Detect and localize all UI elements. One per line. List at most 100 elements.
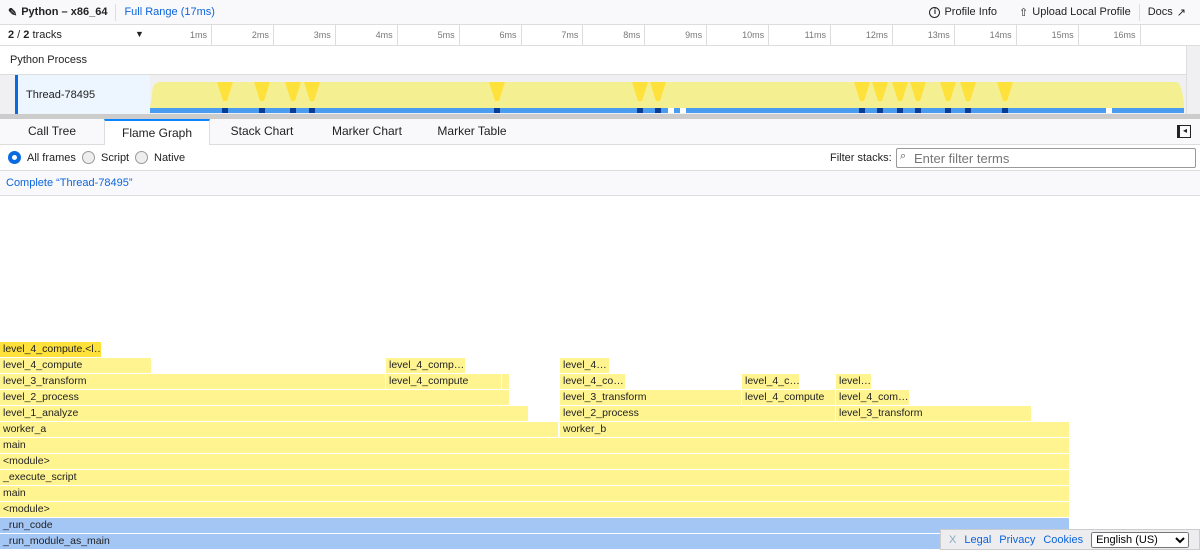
radio-all-frames[interactable] [8,151,21,164]
flame-frame[interactable]: <module> [0,454,1069,469]
tab-marker-table[interactable]: Marker Table [437,124,507,138]
filter-label: Filter stacks: [830,152,892,164]
search-icon: ⌕ [900,150,907,162]
flame-frame[interactable]: level_3_transform [560,390,741,405]
cpu-spike [650,82,666,101]
flame-frame[interactable]: <module> [0,502,1069,517]
thread-track[interactable]: Thread-78495 [0,75,1186,114]
flame-frame[interactable]: level_3_transform [836,406,1031,421]
flame-frame[interactable]: level… [836,374,871,389]
time-tick: 15ms [1017,25,1079,45]
tab-bar: Call Tree Flame Graph Stack Chart Marker… [0,119,1200,146]
time-tick: 8ms [583,25,646,45]
flame-frame[interactable]: level_4_com… [836,390,909,405]
cpu-spike [854,82,870,101]
flame-frame[interactable]: level_4_compute [386,374,501,389]
panel-splitter[interactable] [0,114,1200,119]
activity-graph[interactable] [150,75,1186,114]
tab-stack-chart[interactable]: Stack Chart [230,124,294,138]
flame-frame[interactable]: level_4_c… [742,374,799,389]
process-track[interactable]: Python Process [0,46,1186,75]
cpu-spike [632,82,648,101]
time-tick: 10ms [707,25,770,45]
top-bar: ✎ Python – x86_64 Full Range (17ms) i Prof… [0,0,1200,25]
cookies-link[interactable]: Cookies [1043,533,1084,546]
flame-frame[interactable]: _execute_script [0,470,1069,485]
time-tick: 1ms [150,25,212,45]
breadcrumb-root[interactable]: Complete “Thread-78495” [6,177,133,189]
info-icon: i [929,6,941,18]
flame-frame[interactable]: worker_a [0,422,558,437]
tracks-scrollbar[interactable] [1186,46,1200,114]
chevron-down-icon[interactable]: ▼ [135,29,144,39]
flame-graph[interactable]: _run_module_as_main _run_code <module> main… [0,196,1200,550]
radio-script[interactable] [82,151,95,164]
flame-frame[interactable]: worker_b [560,422,1069,437]
time-tick: 14ms [955,25,1017,45]
radio-native[interactable] [135,151,148,164]
privacy-link[interactable]: Privacy [999,533,1036,546]
cpu-spike [217,82,233,101]
cpu-spike [940,82,956,101]
time-tick: 9ms [645,25,708,45]
cpu-spike [872,82,888,101]
flame-frame[interactable]: level_4_compute.<l… [0,342,101,357]
sample-marker [897,108,903,113]
cpu-spike [910,82,926,101]
profile-name-button[interactable]: ✎ Python – x86_64 [0,3,117,21]
flame-frame[interactable]: level_2_process [0,390,509,405]
full-range-breadcrumb[interactable]: Full Range (17ms) [124,6,215,18]
sample-marker [945,108,951,113]
cpu-spike [489,82,505,101]
flame-frame[interactable]: level_4… [560,358,609,373]
upload-profile-button[interactable]: ⇧ Upload Local Profile [1019,6,1131,19]
breadcrumb: Complete “Thread-78495” [0,171,1200,196]
cpu-spike [997,82,1013,101]
tab-marker-chart[interactable]: Marker Chart [331,124,402,138]
flame-frame[interactable]: _run_code [0,518,1069,533]
sample-marker [1002,108,1008,113]
cpu-spike [285,82,301,101]
sample-marker [259,108,265,113]
flame-frame[interactable]: level_4_compute [742,390,835,405]
flame-frame[interactable]: _run_module_as_main [0,534,1069,549]
flame-options: All frames Script Native Filter stacks: … [0,145,1200,171]
tab-call-tree[interactable]: Call Tree [27,124,77,138]
sample-marker [859,108,865,113]
close-icon[interactable]: X [949,533,957,546]
flame-frame[interactable]: level_4_co… [560,374,625,389]
external-link-icon: ↗ [1176,6,1186,19]
sample-marker [637,108,643,113]
flame-frame[interactable]: level_2_process [560,406,835,421]
docs-link[interactable]: Docs ↗ [1138,3,1194,21]
time-tick: 2ms [212,25,274,45]
sample-marker [877,108,883,113]
time-tick: 7ms [521,25,584,45]
footer-bar: X Legal Privacy Cookies English (US) [940,529,1200,550]
flame-frame[interactable]: level_1_analyze [0,406,528,421]
thread-label[interactable]: Thread-78495 [15,75,150,114]
pencil-icon: ✎ [8,6,18,19]
legal-link[interactable]: Legal [964,533,992,546]
track-count-button[interactable]: 2 / 2 tracks [8,29,62,41]
flame-frame[interactable]: main [0,438,1069,453]
time-tick: 3ms [274,25,336,45]
cpu-spike [892,82,908,101]
sample-marker [290,108,296,113]
sidebar-toggle-icon[interactable]: ◂ [1177,125,1191,138]
flame-frame[interactable]: level_4_compute [0,358,151,373]
time-tick: 5ms [398,25,460,45]
tab-flame-graph[interactable]: Flame Graph [104,119,210,146]
time-tick: 16ms [1079,25,1141,45]
sample-marker [915,108,921,113]
profile-info-button[interactable]: i Profile Info [921,0,1005,25]
filter-stacks-input[interactable] [896,148,1196,168]
sample-marker [222,108,228,113]
flame-frame[interactable]: level_4_comp… [386,358,465,373]
flame-frame[interactable]: level_3_transform [0,374,385,389]
flame-frame[interactable] [502,374,509,389]
flame-frame[interactable]: main [0,486,1069,501]
sample-marker [655,108,661,113]
time-tick: 4ms [336,25,398,45]
language-select[interactable]: English (US) [1091,531,1190,548]
